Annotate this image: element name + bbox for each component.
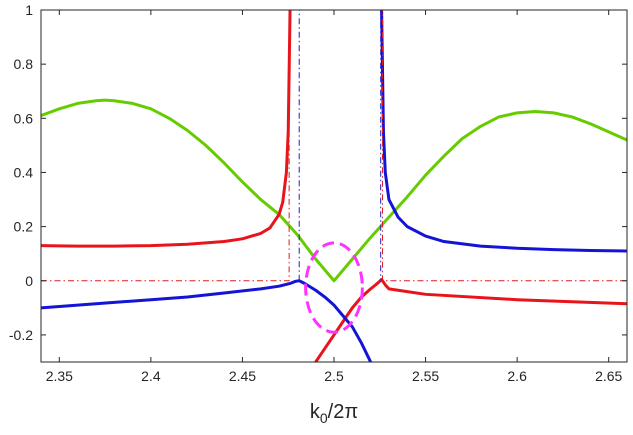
series-line-3 bbox=[314, 277, 627, 362]
highlight-ellipse bbox=[304, 241, 364, 334]
ticks-layer: 2.35 2.4 2.45 2.5 2.55 2.6 2.65 -0.2 0 0.2 0.4 0.6 0… bbox=[9, 2, 627, 384]
x-tick-label: 2.6 bbox=[507, 368, 527, 384]
series-line-1 bbox=[41, 98, 627, 283]
x-tick-label: 2.35 bbox=[46, 368, 73, 384]
x-tick-label: 2.65 bbox=[595, 368, 622, 384]
x-tick-label: 2.55 bbox=[412, 368, 439, 384]
x-axis-label-rest: /2π bbox=[328, 401, 358, 423]
y-tick-label: 0.6 bbox=[14, 110, 34, 126]
x-axis-label: k0/2π bbox=[310, 401, 358, 426]
x-tick-label: 2.45 bbox=[229, 368, 256, 384]
series-line-4 bbox=[41, 279, 373, 362]
series-line-5 bbox=[380, 10, 627, 253]
y-tick-label: 0.4 bbox=[14, 164, 34, 180]
x-tick-label: 2.5 bbox=[324, 368, 344, 384]
y-tick-label: 0.2 bbox=[14, 219, 34, 235]
series-layer bbox=[41, 10, 627, 362]
y-tick-label: -0.2 bbox=[9, 327, 33, 343]
y-tick-label: 0 bbox=[25, 273, 33, 289]
y-tick-label: 0.8 bbox=[14, 56, 34, 72]
series-line-6 bbox=[41, 10, 627, 282]
x-axis-label-subscript: 0 bbox=[320, 410, 328, 426]
x-tick-label: 2.4 bbox=[141, 368, 161, 384]
series-line-7 bbox=[298, 10, 382, 281]
y-tick-label: 1 bbox=[25, 2, 33, 18]
x-axis-label-main: k bbox=[310, 401, 321, 423]
series-line-2 bbox=[41, 10, 292, 248]
